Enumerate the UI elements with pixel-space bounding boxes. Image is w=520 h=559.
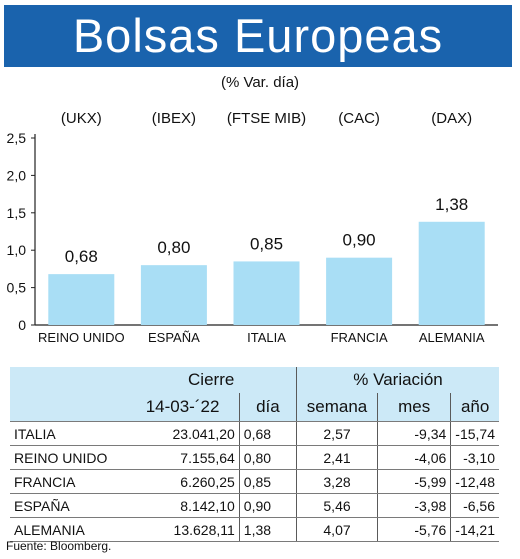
cell-semana: 2,41 [296, 445, 378, 470]
index-label: (IBEX) [152, 110, 196, 127]
table-row: FRANCIA 6.260,25 0,85 3,28 -5,99 -12,48 [10, 469, 499, 494]
cell-country: ALEMANIA [10, 517, 127, 542]
cell-country: ITALIA [10, 421, 127, 446]
cell-cierre: 13.628,11 [126, 517, 240, 542]
table-header-row-1: Cierre % Variación [10, 367, 499, 393]
header-cierre: Cierre [126, 367, 297, 393]
cell-mes: -4,06 [376, 445, 451, 470]
data-table: Cierre % Variación 14-03-´22 día semana … [10, 367, 499, 542]
bar [48, 274, 115, 325]
cell-ano: -12,48 [450, 469, 499, 494]
x-tick-label: ALEMANIA [419, 330, 485, 345]
bar [140, 265, 207, 325]
cell-ano: -3,10 [450, 445, 499, 470]
data-label: 1,38 [435, 195, 468, 214]
cell-dia: 1,38 [238, 517, 297, 542]
header-semana: semana [296, 393, 378, 422]
cell-country: ESPAÑA [10, 493, 127, 518]
y-tick-label: 0,5 [7, 280, 27, 296]
cell-dia: 0,80 [238, 445, 297, 470]
header-ano: año [450, 393, 499, 422]
table-row: ESPAÑA 8.142,10 0,90 5,46 -3,98 -6,56 [10, 493, 499, 518]
header-blank [10, 367, 127, 393]
bar-chart: 0 0,5 1,0 1,5 2,0 2,5 0,68 (UKX) REINO UNIDO 0,80… [7, 110, 498, 345]
chart-title: Bolsas Europeas [72, 9, 444, 62]
y-tick-label: 1,5 [7, 205, 27, 221]
bar [326, 257, 393, 325]
cell-cierre: 8.142,10 [126, 493, 240, 518]
header-blank-2 [10, 393, 127, 422]
header-date: 14-03-´22 [126, 393, 240, 422]
y-tick-label: 1,0 [7, 242, 27, 258]
cell-cierre: 7.155,64 [126, 445, 240, 470]
header-variacion: % Variación [296, 367, 499, 393]
cell-cierre: 6.260,25 [126, 469, 240, 494]
cell-country: FRANCIA [10, 469, 127, 494]
cell-dia: 0,90 [238, 493, 297, 518]
cell-mes: -3,98 [376, 493, 451, 518]
x-tick-label: ITALIA [247, 330, 286, 345]
cell-semana: 3,28 [296, 469, 378, 494]
cell-semana: 2,57 [296, 421, 378, 446]
bar [233, 261, 300, 325]
cell-ano: -14,21 [450, 517, 499, 542]
table-header-row-2: 14-03-´22 día semana mes año [10, 393, 499, 422]
data-label: 0,90 [343, 231, 376, 250]
cell-semana: 4,07 [296, 517, 378, 542]
cell-dia: 0,68 [238, 421, 297, 446]
header-mes: mes [376, 393, 451, 422]
x-tick-label: FRANCIA [331, 330, 388, 345]
cell-country: REINO UNIDO [10, 445, 127, 470]
cell-dia: 0,85 [238, 469, 297, 494]
cell-ano: -6,56 [450, 493, 499, 518]
index-label: (UKX) [61, 110, 102, 127]
title-banner: Bolsas Europeas [4, 5, 512, 67]
table-row: REINO UNIDO 7.155,64 0,80 2,41 -4,06 -3,… [10, 445, 499, 470]
y-tick-label: 2,0 [7, 167, 27, 183]
index-label: (FTSE MIB) [227, 110, 306, 127]
table-row: ALEMANIA 13.628,11 1,38 4,07 -5,76 -14,2… [10, 517, 499, 542]
x-tick-label: REINO UNIDO [38, 330, 125, 345]
x-tick-label: ESPAÑA [148, 330, 200, 345]
chart-subtitle: (% Var. día) [220, 74, 300, 91]
data-label: 0,68 [65, 247, 98, 266]
table-row: ITALIA 23.041,20 0,68 2,57 -9,34 -15,74 [10, 421, 499, 446]
cell-ano: -15,74 [450, 421, 499, 446]
data-label: 0,80 [157, 238, 190, 257]
index-label: (CAC) [338, 110, 380, 127]
cell-mes: -5,76 [376, 517, 451, 542]
cell-mes: -9,34 [376, 421, 451, 446]
source-note: Fuente: Bloomberg. [6, 539, 112, 553]
cell-semana: 5,46 [296, 493, 378, 518]
cell-cierre: 23.041,20 [126, 421, 240, 446]
y-tick-label: 0 [18, 317, 26, 333]
cell-mes: -5,99 [376, 469, 451, 494]
index-label: (DAX) [431, 110, 472, 127]
header-dia: día [238, 393, 297, 422]
bar [418, 221, 485, 325]
data-label: 0,85 [250, 234, 283, 253]
y-tick-label: 2,5 [7, 130, 27, 146]
